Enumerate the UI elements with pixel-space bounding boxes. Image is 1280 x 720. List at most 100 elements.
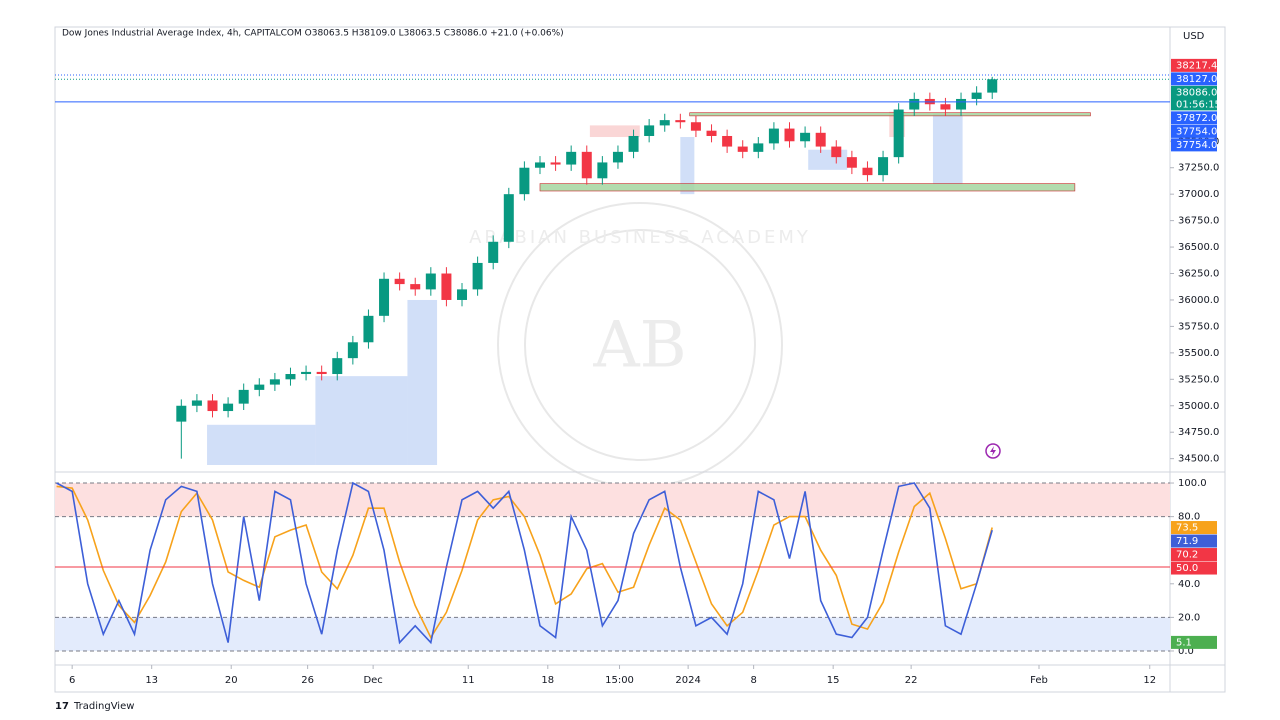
candle-body bbox=[971, 92, 982, 99]
candle-body bbox=[675, 120, 686, 123]
zone bbox=[932, 113, 963, 184]
candle-body bbox=[347, 342, 358, 359]
candle-body bbox=[581, 151, 592, 179]
y-tick-label: 20.0 bbox=[1178, 612, 1200, 623]
candle-body bbox=[909, 98, 920, 110]
candle-body bbox=[176, 405, 187, 422]
candle-body bbox=[893, 109, 904, 158]
stoch-line bbox=[56, 481, 993, 645]
zone bbox=[808, 149, 848, 170]
x-tick-label: 15:00 bbox=[605, 675, 634, 686]
candle-body bbox=[722, 135, 733, 147]
candle-body bbox=[706, 130, 717, 136]
price-tag-label: 37754.0 bbox=[1176, 140, 1217, 151]
alert-icon[interactable] bbox=[985, 443, 1001, 459]
x-tick-label: 15 bbox=[827, 675, 840, 686]
candle-body bbox=[628, 135, 639, 152]
y-tick-label: 35750.0 bbox=[1178, 321, 1219, 332]
price-tag-label: 5.1 bbox=[1176, 637, 1192, 648]
price-tag bbox=[1171, 138, 1217, 152]
price-tag-label: 73.5 bbox=[1176, 523, 1198, 534]
y-tick-label: 34500.0 bbox=[1178, 454, 1219, 465]
alert-icon-ring[interactable] bbox=[985, 443, 1001, 459]
y-tick-label: 36500.0 bbox=[1178, 242, 1219, 253]
candle-body bbox=[207, 400, 218, 412]
candle-body bbox=[690, 122, 701, 131]
candle-body bbox=[285, 374, 296, 380]
price-tag-label: 50.0 bbox=[1176, 563, 1198, 574]
candle-body bbox=[503, 194, 514, 242]
candle-body bbox=[768, 128, 779, 144]
y-tick-label: 0.0 bbox=[1178, 646, 1194, 657]
brand-logo: 17 bbox=[55, 701, 69, 712]
y-tick-label: 37000.0 bbox=[1178, 189, 1219, 200]
zone bbox=[689, 112, 1091, 117]
candle-body bbox=[332, 358, 343, 375]
candle-body bbox=[425, 273, 436, 290]
watermark-title: ARABIAN BUSINESS ACADEMY bbox=[469, 227, 811, 248]
chart-frame bbox=[54, 26, 1226, 693]
price-tag bbox=[1171, 534, 1217, 548]
candle-body bbox=[472, 262, 483, 290]
price-tag-label: 38217.4 bbox=[1176, 60, 1217, 71]
candle-body bbox=[566, 151, 577, 165]
alert-icon-bolt[interactable] bbox=[990, 446, 996, 456]
y-tick-label: 37250.0 bbox=[1178, 163, 1219, 174]
candle-body bbox=[956, 98, 967, 110]
price-tag-label: 37872.0 bbox=[1176, 113, 1217, 124]
price-tag bbox=[1171, 521, 1217, 535]
x-tick-label: 6 bbox=[69, 675, 75, 686]
price-tag-label: 38086.0 bbox=[1176, 87, 1217, 98]
candle-body bbox=[254, 384, 265, 390]
price-tag-label: 71.9 bbox=[1176, 536, 1198, 547]
candle-body bbox=[191, 400, 202, 406]
y-tick-label: 80.0 bbox=[1178, 512, 1200, 523]
x-tick-label: 20 bbox=[225, 675, 238, 686]
price-tag bbox=[1171, 85, 1217, 99]
stoch-line bbox=[56, 485, 993, 640]
y-tick-label: 35250.0 bbox=[1178, 374, 1219, 385]
price-tag-label: 37754.0 bbox=[1176, 126, 1217, 137]
candle-body bbox=[394, 278, 405, 285]
x-tick-label: 26 bbox=[301, 675, 314, 686]
price-tag bbox=[1171, 635, 1217, 649]
zone bbox=[680, 137, 695, 195]
band bbox=[55, 617, 1170, 651]
candle-body bbox=[488, 241, 499, 263]
countdown-label: 01:56:15 bbox=[1176, 99, 1221, 110]
watermark-ring bbox=[524, 229, 756, 461]
x-tick-label: Dec bbox=[363, 675, 382, 686]
candle-body bbox=[831, 146, 842, 158]
x-tick-label: 8 bbox=[750, 675, 756, 686]
candle-body bbox=[534, 162, 545, 168]
candle-body bbox=[410, 284, 421, 290]
x-tick-label: 18 bbox=[541, 675, 554, 686]
x-tick-label: 2024 bbox=[675, 675, 700, 686]
zone bbox=[315, 376, 408, 465]
zone bbox=[539, 183, 1076, 192]
candle-body bbox=[753, 143, 764, 152]
x-tick-label: Feb bbox=[1030, 675, 1048, 686]
candle-body bbox=[784, 128, 795, 142]
price-tag bbox=[1171, 72, 1217, 86]
band bbox=[55, 483, 1170, 517]
candle-body bbox=[878, 157, 889, 176]
y-tick-label: 35000.0 bbox=[1178, 401, 1219, 412]
candle-body bbox=[800, 132, 811, 142]
y-tick-label: 34750.0 bbox=[1178, 427, 1219, 438]
candle-body bbox=[301, 371, 312, 375]
countdown-tag bbox=[1171, 98, 1217, 111]
price-tag bbox=[1171, 58, 1217, 72]
zone bbox=[407, 299, 438, 465]
candle-body bbox=[269, 379, 280, 385]
candle-body bbox=[457, 289, 468, 300]
price-tag-label: 70.2 bbox=[1176, 550, 1198, 561]
price-tag bbox=[1171, 561, 1217, 575]
candle-body bbox=[659, 120, 670, 126]
price-tag-label: 38127.0 bbox=[1176, 74, 1217, 85]
price-tag bbox=[1171, 124, 1217, 138]
price-tag bbox=[1171, 548, 1217, 562]
chart-legend: Dow Jones Industrial Average Index, 4h, … bbox=[62, 29, 564, 39]
